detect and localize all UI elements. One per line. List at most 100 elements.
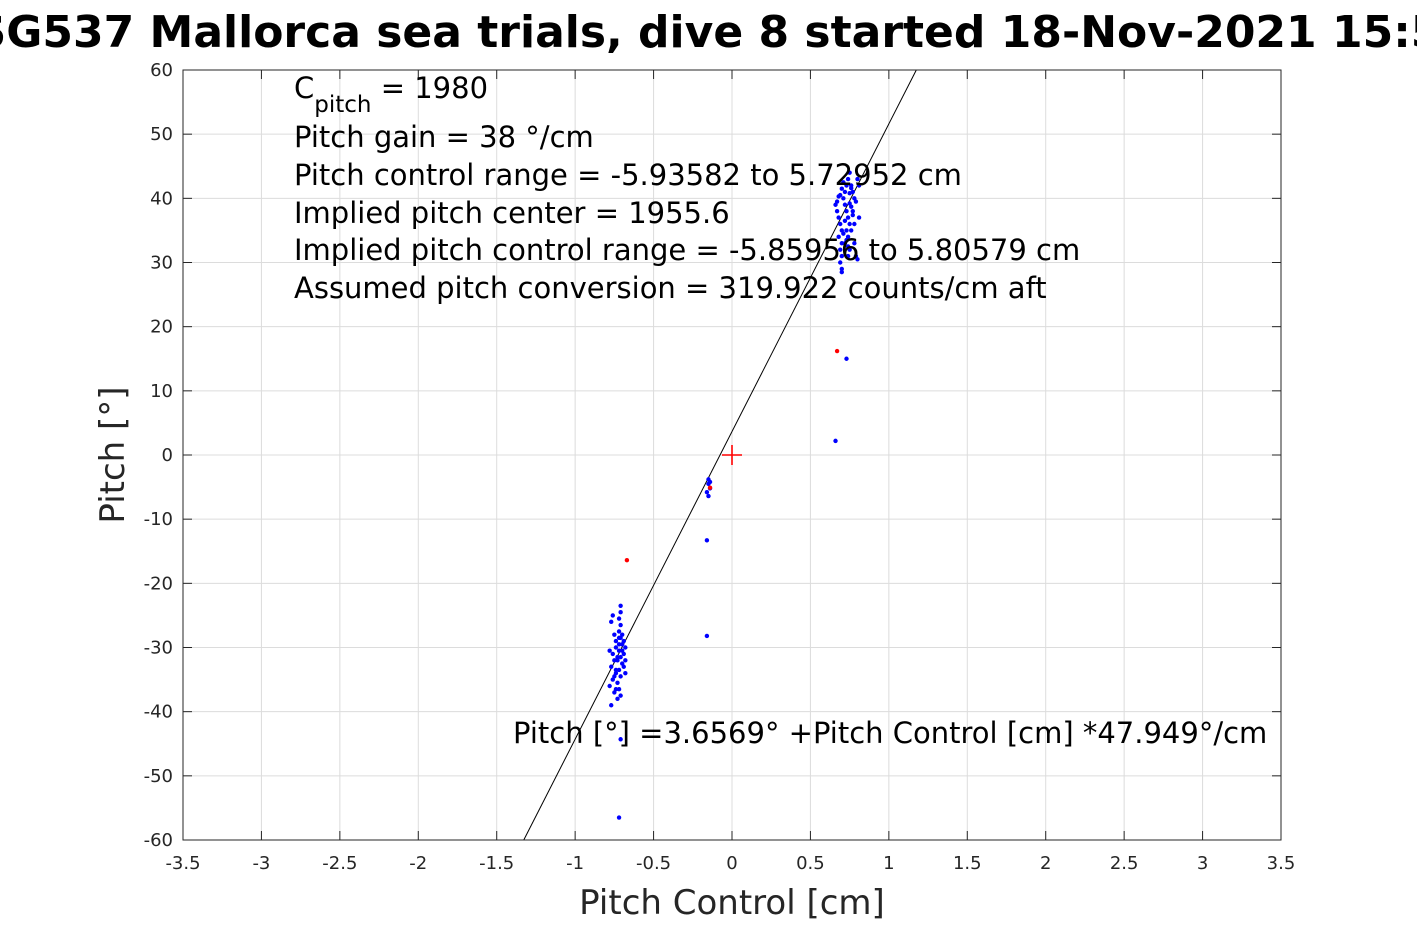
x-tick-label: -3.5 — [165, 853, 200, 874]
included-data-point — [607, 683, 612, 689]
included-data-point — [838, 247, 843, 252]
y-tick-label: -60 — [144, 830, 173, 851]
cpitch-symbol: C — [294, 71, 314, 105]
included-data-point — [845, 253, 851, 259]
included-data-point — [850, 212, 855, 218]
included-data-point — [613, 667, 619, 673]
y-tick-label: -50 — [144, 766, 173, 787]
included-data-point — [850, 208, 855, 214]
x-tick-label: -0.5 — [636, 853, 671, 874]
y-tick-label: -30 — [144, 638, 173, 659]
included-data-point — [841, 180, 846, 185]
included-data-point — [834, 199, 840, 204]
chart-title: SG537 Mallorca sea trials, dive 8 starte… — [0, 7, 1417, 58]
y-tick-label: 40 — [150, 188, 173, 209]
included-data-point — [849, 228, 854, 233]
included-data-point — [616, 815, 622, 820]
included-data-point — [844, 356, 849, 361]
included-data-point — [616, 642, 622, 647]
included-data-point — [847, 221, 852, 227]
included-data-point — [613, 645, 619, 650]
included-data-point — [841, 196, 846, 201]
axis-ticks: -3.5 -3 -2.5 -2 -1.5 -1 -0.5 0 0.5 1 1.5 2 2.5 3 3.5 -6… — [144, 60, 1296, 874]
included-data-point — [623, 670, 628, 676]
included-data-point — [849, 204, 854, 209]
included-data-point — [616, 629, 622, 634]
y-tick-label: 10 — [150, 381, 173, 402]
x-tick-label: 1 — [883, 853, 894, 874]
data-points — [607, 170, 862, 820]
included-data-point — [609, 619, 614, 625]
included-data-point — [618, 622, 623, 628]
included-data-point — [623, 658, 628, 663]
included-data-point — [704, 633, 710, 639]
x-tick-label: -3 — [252, 853, 270, 874]
included-data-point — [616, 648, 622, 653]
included-data-point — [612, 658, 617, 663]
included-data-point — [841, 231, 846, 236]
included-data-point — [856, 183, 862, 188]
cpitch-subscript: pitch — [314, 92, 371, 118]
included-data-point — [618, 603, 623, 608]
included-data-point — [839, 266, 844, 272]
cpitch-value: = 1980 — [371, 71, 488, 105]
included-data-point — [610, 613, 615, 618]
included-data-point — [847, 170, 852, 175]
included-data-point — [838, 221, 843, 227]
included-data-point — [839, 269, 844, 275]
included-data-point — [842, 218, 848, 223]
y-axis-label: Pitch [°] — [93, 386, 133, 523]
included-data-point — [844, 183, 849, 188]
implied-pitch-center-annotation: Implied pitch center = 1955.6 — [294, 196, 730, 230]
included-data-point — [833, 438, 838, 444]
cpitch-annotation: Cpitch = 1980 — [294, 71, 488, 118]
included-data-point — [852, 221, 857, 227]
x-tick-label: -2.5 — [322, 853, 357, 874]
included-data-point — [618, 737, 623, 742]
included-data-point — [706, 493, 711, 499]
y-tick-label: -20 — [144, 573, 173, 594]
included-data-point — [707, 479, 713, 485]
included-data-point — [853, 199, 859, 204]
included-data-point — [620, 632, 625, 637]
included-data-point — [616, 687, 622, 692]
included-data-point — [704, 538, 710, 543]
included-data-point — [618, 693, 623, 698]
included-data-point — [842, 202, 848, 207]
included-data-point — [704, 490, 710, 495]
x-tick-label: 0.5 — [796, 853, 825, 874]
center-marker-layer — [722, 445, 742, 465]
included-data-point — [609, 664, 614, 669]
included-data-point — [618, 610, 623, 615]
included-data-point — [847, 191, 852, 196]
included-data-point — [616, 616, 622, 621]
included-data-point — [615, 654, 620, 660]
included-data-point — [845, 244, 851, 249]
included-data-point — [855, 257, 860, 262]
y-tick-label: -40 — [144, 702, 173, 723]
x-tick-label: -1.5 — [479, 853, 514, 874]
fit-line-layer — [523, 69, 917, 841]
included-data-point — [607, 648, 612, 653]
included-data-point — [842, 189, 848, 195]
y-tick-label: -10 — [144, 509, 173, 530]
included-data-point — [615, 680, 620, 685]
x-tick-label: 1.5 — [953, 853, 982, 874]
included-data-point — [612, 674, 617, 679]
included-data-point — [621, 638, 626, 644]
included-data-point — [839, 241, 844, 246]
included-data-point — [836, 194, 841, 199]
included-data-point — [621, 664, 626, 669]
included-data-point — [613, 687, 619, 692]
x-tick-label: 3.5 — [1267, 853, 1296, 874]
included-data-point — [852, 241, 857, 246]
included-data-point — [856, 215, 862, 220]
included-data-point — [609, 703, 614, 708]
included-data-point — [618, 654, 623, 660]
included-data-point — [838, 260, 843, 265]
x-tick-label: 0 — [726, 853, 737, 874]
included-data-point — [849, 185, 854, 191]
pitch-gain-annotation: Pitch gain = 38 °/cm — [294, 120, 594, 154]
